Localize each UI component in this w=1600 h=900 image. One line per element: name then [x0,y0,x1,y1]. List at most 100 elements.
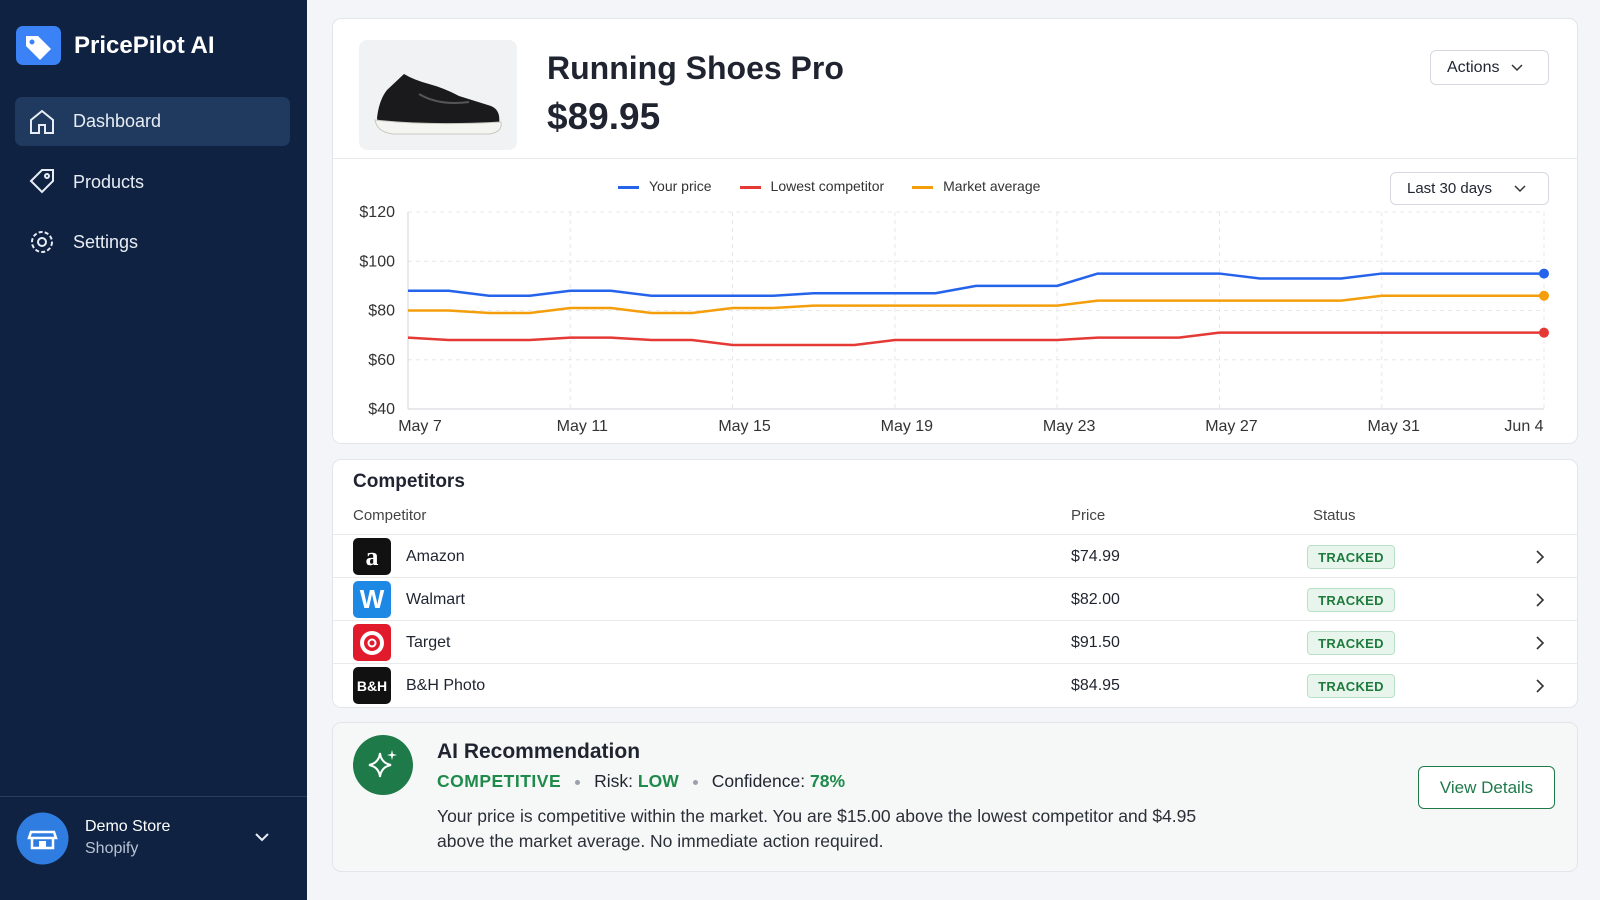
confidence-label: Confidence: [711,771,806,791]
range-label[interactable]: Last 30 days [1407,180,1493,197]
recommendation-text: Your price is competitive within the mar… [437,806,1197,851]
sidebar: PricePilot AI Dashboard Products Setting… [0,0,307,900]
chevron[interactable] [254,832,270,842]
store-platform: Shopify [85,840,139,857]
x-tick-label: May 27 [1205,418,1258,435]
competitor-price: $91.50 [1071,633,1120,651]
competitor-logo [353,624,391,661]
nav-label[interactable]: Settings [73,232,139,252]
product-price: $89.95 [547,96,661,137]
recommendation-meta: COMPETITIVE Risk: LOW Confidence: 78% [437,771,845,792]
status-badge: TRACKED [1307,674,1395,698]
view-details-button[interactable]: View Details [1418,766,1555,809]
competitor-name: Walmart [406,590,465,608]
x-tick-label: May 23 [1043,418,1096,435]
x-tick-label: May 15 [718,418,771,435]
competitor-logo: W [353,581,391,618]
competitor-name: Amazon [406,547,465,565]
end-point [1539,290,1549,301]
status-badge: TRACKED [1307,588,1395,612]
nav-item[interactable]: Settings [15,218,290,267]
competitor-price: $74.99 [1071,547,1120,565]
store-name: Demo Store [85,818,171,835]
x-tick-label: May 31 [1367,418,1420,435]
confidence-value: 78% [810,771,846,791]
chevron[interactable] [1535,636,1545,650]
x-tick-label: May 7 [398,418,442,435]
legend-label: Lowest competitor [770,178,885,194]
column-header: Status [1313,507,1356,524]
competitor-row[interactable]: W Walmart $82.00 TRACKED [333,577,1577,620]
chevron[interactable] [1535,593,1545,607]
competitor-name: B&H Photo [406,676,486,694]
ai-icon [353,735,413,795]
competitor-price: $82.00 [1071,590,1120,608]
product-card [332,18,1578,444]
button-label[interactable]: View Details [1439,777,1534,797]
logo-text: B&H [356,677,388,694]
logo-icon [360,630,384,655]
store-avatar [16,812,69,865]
x-tick-label: May 11 [557,418,608,435]
y-tick-label: $40 [368,401,395,418]
competitor-price: $84.95 [1071,676,1120,694]
status-badge: TRACKED [1307,545,1395,569]
range-select[interactable]: Last 30 days [1390,172,1549,205]
legend-item: Market average [912,178,1040,194]
legend-item: Lowest competitor [739,178,885,194]
nav-item[interactable]: Dashboard [15,97,290,146]
legend-label: Market average [943,178,1041,194]
actions-button[interactable]: Actions [1430,50,1549,85]
y-tick-label: $60 [368,352,395,369]
nav-label[interactable]: Products [73,172,145,192]
end-point [1539,268,1549,279]
competitor-row[interactable]: a Amazon $74.99 TRACKED [333,534,1577,577]
section-title: Competitors [353,471,465,492]
series-line [408,272,1544,297]
competitor-name: Target [406,633,451,651]
x-tick-label: Jun 4 [1504,418,1543,435]
legend-swatch [618,185,639,189]
nav-icons [29,109,54,253]
y-tick-label: $120 [359,204,395,221]
column-header: Price [1071,507,1106,524]
series-line [408,294,1544,315]
chevron[interactable] [1511,63,1523,72]
y-tick-label: $100 [359,253,395,270]
recommendation-title: AI Recommendation [437,740,641,763]
separator [692,779,698,785]
chevron[interactable] [1535,679,1545,693]
competitor-row[interactable]: B&H B&H Photo $84.95 TRACKED [333,663,1577,706]
legend-swatch [912,185,934,189]
competitor-logo: a [353,538,391,575]
logo-text: W [359,584,385,614]
status-badge: TRACKED [1307,631,1395,655]
chevron[interactable] [1535,550,1545,564]
competitor-logo: B&H [353,667,391,704]
divider [333,158,1577,159]
recommendation-card [332,722,1578,872]
divider [0,796,307,797]
button-label[interactable]: Actions [1447,58,1500,76]
product-name: Running Shoes Pro [547,50,844,86]
nav-item[interactable]: Products [15,158,290,207]
competitor-row[interactable]: Target $91.50 TRACKED [333,620,1577,663]
legend: Your price Lowest competitor Market averag… [618,178,1040,194]
x-tick-label: May 19 [881,418,934,435]
brand-name: PricePilot AI [74,32,215,59]
series-line [407,331,1544,347]
nav-label[interactable]: Dashboard [73,111,162,131]
y-tick-label: $80 [368,303,395,320]
end-point [1539,327,1549,338]
risk-label: Risk: [594,771,634,791]
legend-item: Your price [618,178,712,194]
legend-swatch [739,185,761,189]
competitors-card [332,459,1578,708]
risk-value: LOW [637,771,679,791]
separator [575,779,581,785]
legend-label: Your price [649,178,712,194]
chevron[interactable] [1514,184,1526,193]
verdict: COMPETITIVE [437,771,562,791]
